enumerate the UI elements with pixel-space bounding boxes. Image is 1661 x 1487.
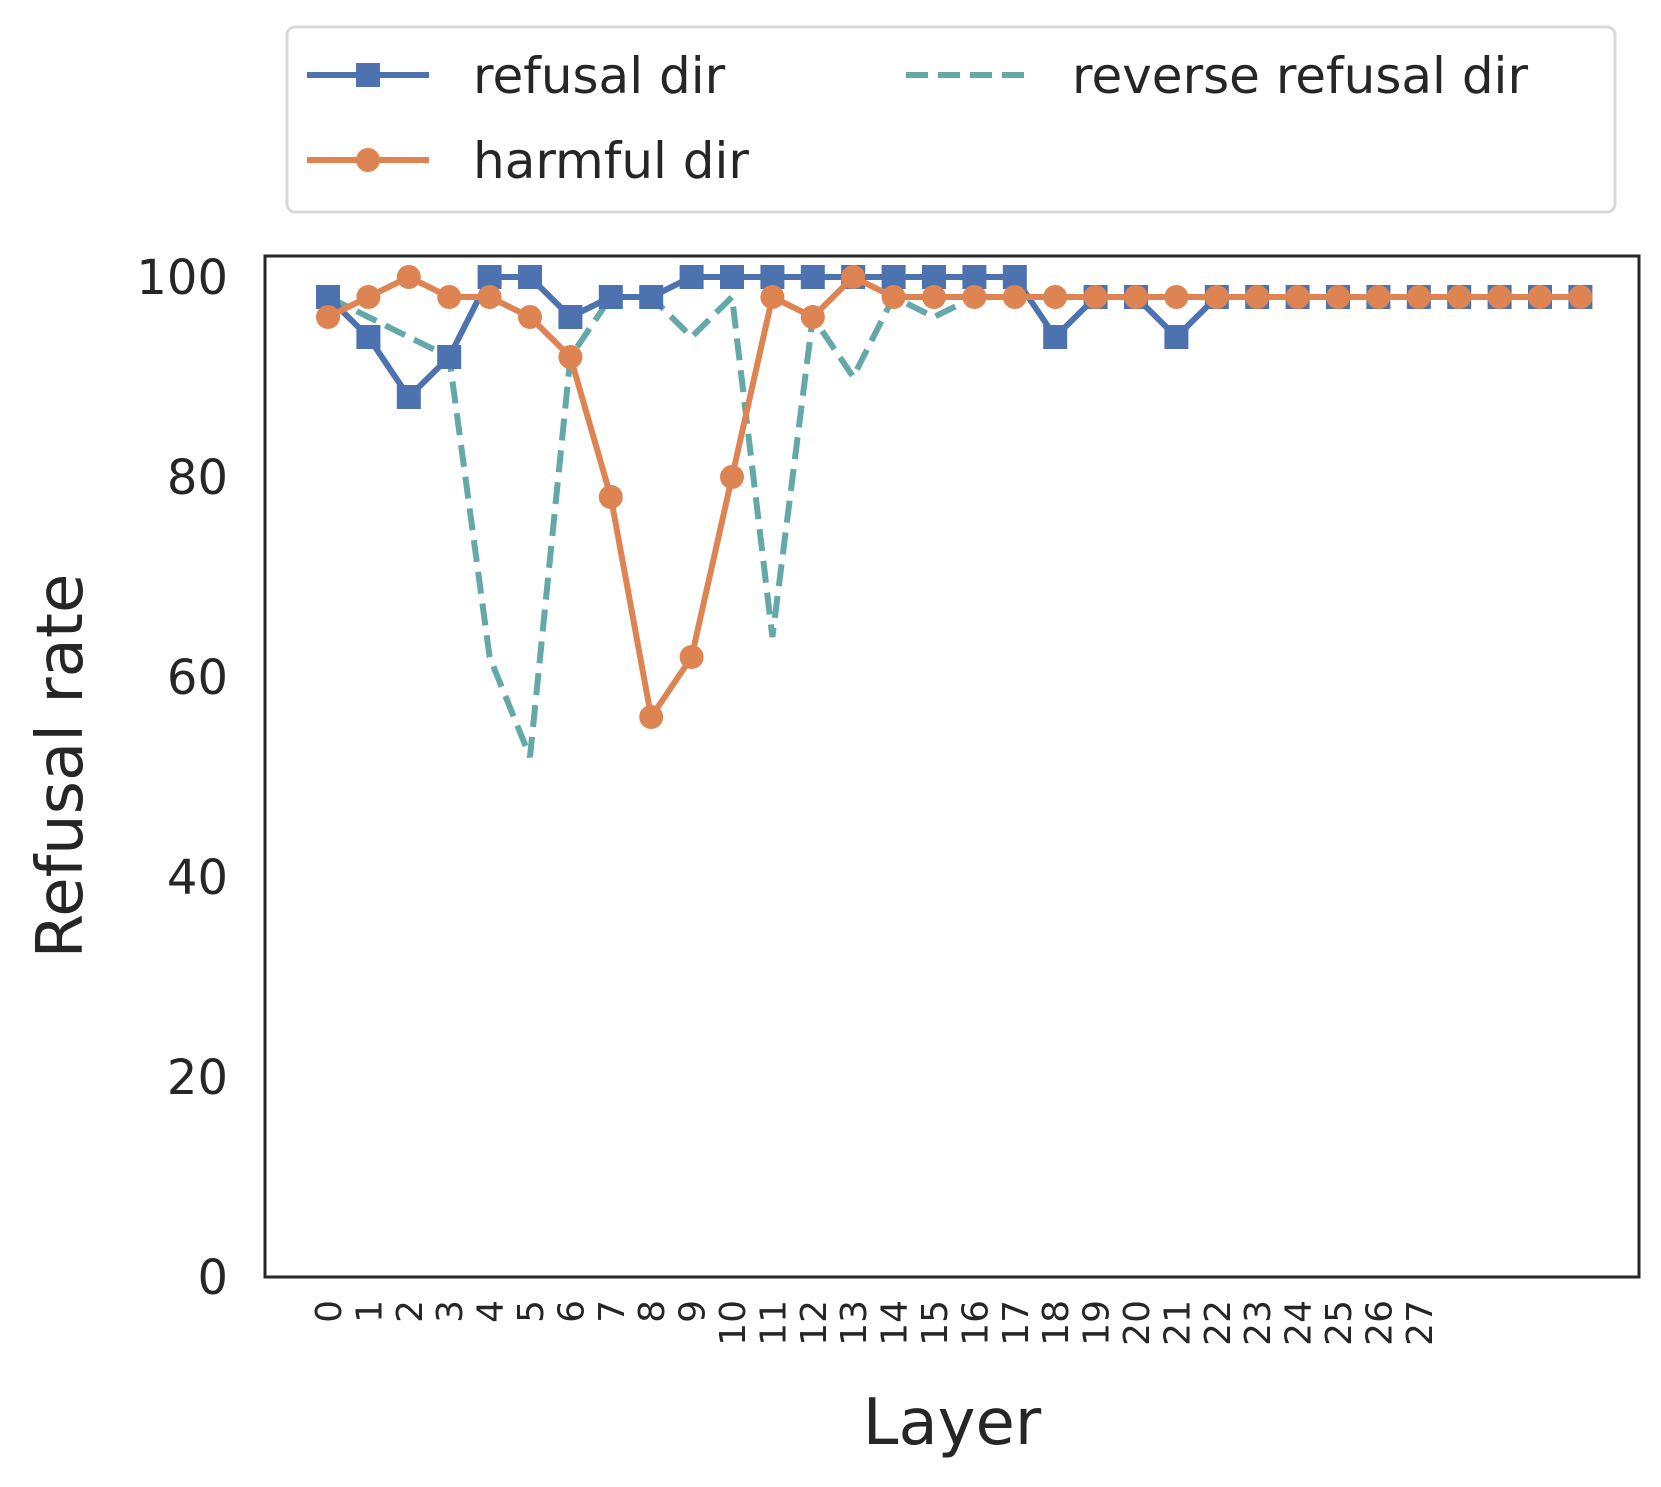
x-tick-label: 13 <box>834 1300 875 1346</box>
legend-entry-refusal-dir: refusal dir <box>307 47 726 105</box>
data-point-harmful-dir <box>760 285 785 309</box>
data-point-refusal-dir <box>1043 325 1068 349</box>
legend-label-harmful-dir: harmful dir <box>473 132 749 190</box>
y-tick-label: 40 <box>167 850 228 906</box>
data-point-harmful-dir <box>1002 285 1027 309</box>
x-tick-label: 27 <box>1400 1300 1441 1346</box>
series-harmful-dir <box>316 265 1593 729</box>
data-point-harmful-dir <box>1164 285 1189 309</box>
data-point-harmful-dir <box>316 305 340 329</box>
data-point-harmful-dir <box>1406 285 1431 309</box>
x-tick-label: 23 <box>1238 1300 1279 1346</box>
x-tick-label: 2 <box>390 1300 431 1323</box>
x-tick-label: 21 <box>1157 1300 1198 1346</box>
y-tick-label: 20 <box>167 1050 228 1106</box>
x-tick-label: 17 <box>996 1300 1037 1346</box>
data-point-harmful-dir <box>922 285 946 309</box>
data-point-refusal-dir <box>558 305 583 329</box>
data-point-harmful-dir <box>598 485 623 509</box>
x-axis-label: Layer <box>863 1386 1042 1460</box>
x-tick-label: 24 <box>1279 1300 1320 1346</box>
legend-marker-harmful-dir <box>356 148 380 172</box>
data-point-harmful-dir <box>1326 285 1350 309</box>
data-point-harmful-dir <box>841 265 866 289</box>
data-point-refusal-dir <box>518 265 542 289</box>
x-tick-label: 14 <box>875 1300 916 1346</box>
x-tick-label: 11 <box>753 1300 794 1346</box>
data-point-harmful-dir <box>1204 285 1229 309</box>
data-point-harmful-dir <box>639 705 664 729</box>
data-point-harmful-dir <box>1366 285 1391 309</box>
data-point-refusal-dir <box>1164 325 1189 349</box>
data-point-refusal-dir <box>720 265 744 289</box>
data-point-refusal-dir <box>639 285 664 309</box>
legend: refusal dir harmful dir reverse refusal di… <box>285 25 1617 214</box>
data-point-harmful-dir <box>437 285 462 309</box>
y-tick-label: 60 <box>167 650 228 706</box>
data-point-harmful-dir <box>1487 285 1512 309</box>
x-tick-label: 0 <box>309 1300 350 1323</box>
data-point-harmful-dir <box>1124 285 1148 309</box>
legend-label-reverse-refusal-dir: reverse refusal dir <box>1072 47 1528 105</box>
data-point-refusal-dir <box>437 345 462 369</box>
x-tick-label: 20 <box>1117 1300 1158 1346</box>
x-tick-label: 25 <box>1319 1300 1360 1346</box>
data-point-harmful-dir <box>1083 285 1108 309</box>
x-tick-label: 10 <box>713 1300 754 1346</box>
series-line-reverse-refusal-dir <box>326 290 1581 759</box>
legend-label-refusal-dir: refusal dir <box>473 47 726 105</box>
series-layer <box>316 265 1593 759</box>
legend-entry-reverse-refusal-dir: reverse refusal dir <box>906 47 1528 105</box>
x-tick-label: 15 <box>915 1300 956 1346</box>
legend-frame <box>285 25 1617 214</box>
x-tick-label: 22 <box>1198 1300 1239 1346</box>
y-tick-label: 0 <box>197 1250 228 1306</box>
data-point-harmful-dir <box>396 265 421 289</box>
x-tick-label: 8 <box>632 1300 673 1323</box>
x-tick-label: 18 <box>1036 1300 1077 1346</box>
y-axis-label: Refusal rate <box>24 574 98 959</box>
x-tick-label: 5 <box>511 1300 552 1323</box>
data-point-harmful-dir <box>1447 285 1472 309</box>
legend-entry-harmful-dir: harmful dir <box>307 132 749 190</box>
data-point-harmful-dir <box>1568 285 1593 309</box>
data-point-harmful-dir <box>1043 285 1068 309</box>
series-reverse-refusal-dir <box>326 290 1581 759</box>
x-tick-label: 26 <box>1359 1300 1400 1346</box>
data-point-refusal-dir <box>356 325 381 349</box>
data-point-harmful-dir <box>477 285 502 309</box>
data-point-refusal-dir <box>800 265 825 289</box>
data-point-harmful-dir <box>962 285 987 309</box>
x-tick-label: 16 <box>955 1300 996 1346</box>
x-tick-label: 4 <box>471 1300 512 1323</box>
data-point-harmful-dir <box>679 645 704 669</box>
x-tick-label: 7 <box>592 1300 633 1323</box>
data-point-harmful-dir <box>558 345 583 369</box>
plot-frame <box>263 254 1641 1279</box>
data-point-harmful-dir <box>1285 285 1310 309</box>
data-point-harmful-dir <box>1528 285 1552 309</box>
x-tick-label: 1 <box>349 1300 390 1323</box>
x-tick-label: 6 <box>551 1300 592 1323</box>
data-point-harmful-dir <box>720 465 744 489</box>
x-tick-label: 3 <box>430 1300 471 1323</box>
data-point-harmful-dir <box>800 305 825 329</box>
y-tick-label: 100 <box>136 250 228 306</box>
x-tick-label: 19 <box>1077 1300 1118 1346</box>
data-point-refusal-dir <box>679 265 704 289</box>
data-point-harmful-dir <box>518 305 542 329</box>
plot-area <box>263 254 1641 1279</box>
data-point-refusal-dir <box>396 385 421 409</box>
x-tick-label: 12 <box>794 1300 835 1346</box>
data-point-harmful-dir <box>356 285 381 309</box>
data-point-harmful-dir <box>1245 285 1270 309</box>
legend-marker-refusal-dir <box>356 63 380 87</box>
x-tick-label: 9 <box>673 1300 714 1323</box>
y-axis-ticks: 0 20 40 60 80 100 <box>136 250 228 1306</box>
data-point-harmful-dir <box>881 285 906 309</box>
x-axis-ticks: 0 1 2 3 4 5 6 7 8 9 10 11 12 13 14 15 16 17 18 19 20 21 22 23 24… <box>309 1300 1441 1346</box>
data-point-refusal-dir <box>598 285 623 309</box>
y-tick-label: 80 <box>167 450 228 506</box>
